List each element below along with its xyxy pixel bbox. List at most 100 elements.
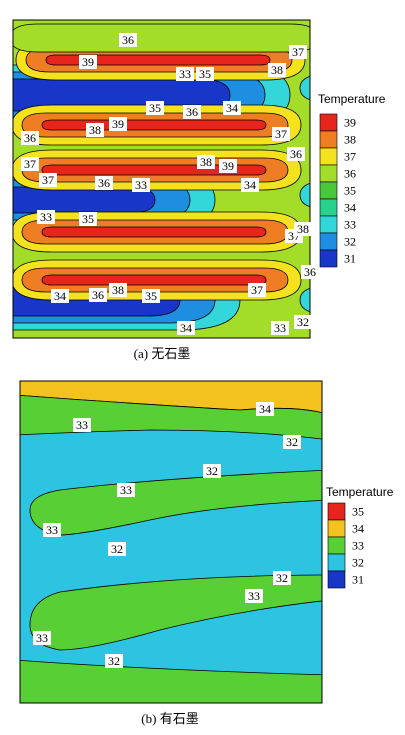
contour-label: 33 xyxy=(37,210,55,224)
svg-text:33: 33 xyxy=(46,523,58,537)
svg-text:36: 36 xyxy=(186,105,198,119)
svg-text:33: 33 xyxy=(248,589,260,603)
svg-text:37: 37 xyxy=(275,127,287,141)
svg-text:35: 35 xyxy=(149,101,161,115)
svg-text:39: 39 xyxy=(222,159,234,173)
contour-label: 38 xyxy=(109,283,127,297)
right-cold-a-0 xyxy=(299,75,310,101)
legend-label: 38 xyxy=(344,133,356,147)
legend-swatch xyxy=(319,232,338,251)
contour-labels-b: 34 33 32 32 33 33 32 32 33 33 32 xyxy=(33,402,301,668)
right-cold-a-1 xyxy=(299,182,310,208)
contour-label: 36 xyxy=(89,288,107,302)
contour-label: 33 xyxy=(176,67,194,81)
hot-band-a-3-39 xyxy=(41,226,267,238)
contour-label: 38 xyxy=(268,63,286,77)
right-cold-a-2 xyxy=(299,287,310,313)
contour-label: 39 xyxy=(219,159,237,173)
svg-text:33: 33 xyxy=(274,321,286,335)
contour-label: 38 xyxy=(294,222,312,236)
legend-label: 32 xyxy=(344,235,356,249)
contour-label: 35 xyxy=(146,101,164,115)
legend-label: 31 xyxy=(352,573,364,587)
hot-band-a-1-39 xyxy=(41,119,267,131)
svg-text:32: 32 xyxy=(111,542,123,556)
contour-label: 36 xyxy=(95,176,113,190)
legend-swatch xyxy=(319,249,338,268)
svg-text:33: 33 xyxy=(40,210,52,224)
contour-plot-b xyxy=(20,381,322,703)
contour-label: 34 xyxy=(223,101,241,115)
contour-label: 36 xyxy=(183,105,201,119)
svg-text:36: 36 xyxy=(122,33,134,47)
svg-text:32: 32 xyxy=(276,571,288,585)
hot-band-a-4-39 xyxy=(41,274,267,286)
contour-label: 39 xyxy=(109,117,127,131)
svg-text:32: 32 xyxy=(108,654,120,668)
contour-label: 35 xyxy=(79,212,97,226)
svg-text:33: 33 xyxy=(179,67,191,81)
svg-text:37: 37 xyxy=(292,45,304,59)
legend-swatch xyxy=(327,553,346,572)
svg-text:34: 34 xyxy=(180,321,192,335)
legend-label: 33 xyxy=(344,218,356,232)
svg-text:37: 37 xyxy=(251,283,263,297)
contour-label: 37 xyxy=(248,283,266,297)
svg-text:36: 36 xyxy=(290,147,302,161)
contour-label: 34 xyxy=(256,402,274,416)
svg-text:34: 34 xyxy=(226,101,238,115)
legend-a: Temperature 39 38 37 36 35 34 33 32 31 xyxy=(318,92,386,268)
legend-swatch xyxy=(319,215,338,234)
contour-label: 37 xyxy=(289,45,307,59)
legend-swatch xyxy=(319,113,338,132)
svg-text:38: 38 xyxy=(297,222,309,236)
legend-title-b: Temperature xyxy=(326,485,394,499)
hot-band-a-0-39 xyxy=(45,54,271,66)
contour-label: 35 xyxy=(196,67,214,81)
legend-label: 34 xyxy=(344,201,356,215)
svg-text:35: 35 xyxy=(199,67,211,81)
svg-text:35: 35 xyxy=(82,212,94,226)
svg-text:34: 34 xyxy=(244,178,256,192)
svg-text:36: 36 xyxy=(304,265,316,279)
svg-text:33: 33 xyxy=(120,483,132,497)
svg-text:34: 34 xyxy=(259,402,271,416)
plot-frame-b xyxy=(19,380,323,704)
contour-label: 39 xyxy=(79,55,97,69)
contour-label: 33 xyxy=(245,589,263,603)
contour-label: 32 xyxy=(283,435,301,449)
contour-label: 32 xyxy=(108,542,126,556)
contour-label: 32 xyxy=(203,464,221,478)
legend-swatch xyxy=(319,164,338,183)
caption-a: (a) 无石墨 xyxy=(134,346,191,361)
contour-label: 32 xyxy=(294,315,312,329)
svg-text:36: 36 xyxy=(24,131,36,145)
svg-text:36: 36 xyxy=(98,176,110,190)
contour-label: 33 xyxy=(271,321,289,335)
legend-label: 35 xyxy=(344,184,356,198)
contour-label: 33 xyxy=(73,418,91,432)
svg-text:36: 36 xyxy=(92,288,104,302)
legend-label: 35 xyxy=(352,505,364,519)
contour-label: 34 xyxy=(241,178,259,192)
contour-label: 34 xyxy=(177,321,195,335)
legend-label: 33 xyxy=(352,539,364,553)
svg-text:32: 32 xyxy=(297,315,309,329)
contour-label: 33 xyxy=(117,483,135,497)
top-band-a xyxy=(13,23,310,53)
caption-b: (b) 有石墨 xyxy=(141,711,198,726)
legend-label: 31 xyxy=(344,252,356,266)
legend-label: 37 xyxy=(344,150,356,164)
svg-text:37: 37 xyxy=(24,157,36,171)
svg-text:38: 38 xyxy=(271,63,283,77)
temperature-bands-b xyxy=(20,381,322,703)
svg-text:38: 38 xyxy=(200,155,212,169)
legend-swatch xyxy=(327,502,346,521)
svg-text:39: 39 xyxy=(82,55,94,69)
contour-label: 35 xyxy=(142,289,160,303)
svg-text:35: 35 xyxy=(145,289,157,303)
svg-text:39: 39 xyxy=(112,117,124,131)
svg-text:32: 32 xyxy=(206,464,218,478)
